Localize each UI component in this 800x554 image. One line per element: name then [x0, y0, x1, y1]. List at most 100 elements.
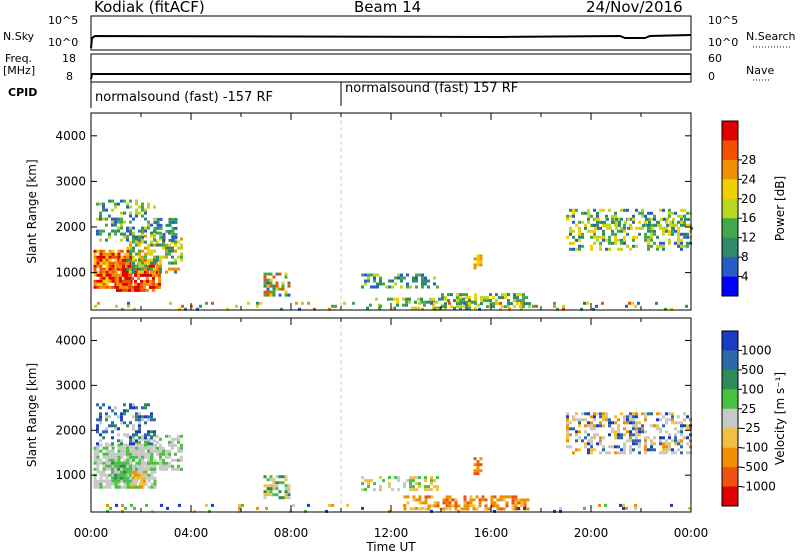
colorbar-segment	[722, 276, 738, 297]
data-cell	[671, 448, 674, 452]
data-cell	[266, 487, 270, 491]
data-cell	[430, 509, 433, 513]
colorbar-label: Power [dB]	[773, 176, 787, 241]
data-cell	[129, 226, 132, 230]
data-cell	[141, 202, 144, 206]
data-cell	[683, 412, 686, 416]
data-cell	[150, 442, 153, 446]
data-cell	[628, 301, 631, 305]
data-cell	[608, 247, 611, 251]
data-cell	[168, 238, 172, 242]
data-cell	[153, 255, 156, 259]
data-cell	[608, 418, 611, 422]
data-cell	[653, 232, 656, 236]
data-cell	[287, 484, 291, 488]
data-cell	[599, 421, 602, 425]
data-cell	[432, 297, 435, 301]
data-cell	[166, 506, 169, 510]
data-cell	[626, 208, 629, 212]
data-cell	[131, 285, 134, 289]
data-cell	[647, 211, 650, 215]
data-cell	[134, 270, 137, 274]
data-cell	[591, 223, 594, 227]
data-cell	[459, 296, 462, 300]
data-cell	[680, 424, 683, 428]
data-cell	[114, 252, 118, 256]
data-cell	[472, 504, 476, 508]
data-cell	[132, 433, 135, 437]
data-cell	[659, 430, 662, 434]
data-cell	[352, 301, 355, 305]
data-cell	[116, 273, 119, 277]
data-cell	[680, 232, 683, 236]
data-cell	[475, 495, 479, 499]
data-cell	[581, 220, 584, 224]
data-cell	[168, 229, 172, 233]
data-cell	[165, 449, 168, 453]
data-cell	[609, 226, 612, 230]
colorbar-segment	[722, 218, 738, 239]
data-cell	[153, 249, 156, 253]
data-cell	[499, 307, 502, 311]
data-cell	[138, 464, 141, 468]
data-cell	[522, 302, 525, 306]
data-cell	[150, 243, 153, 247]
data-cell	[388, 482, 391, 486]
data-cell	[111, 467, 114, 471]
data-cell	[143, 279, 146, 283]
data-cell	[131, 482, 134, 486]
data-cell	[155, 267, 158, 271]
data-cell	[671, 229, 674, 233]
data-cell	[132, 442, 135, 446]
data-cell	[647, 229, 650, 233]
data-cell	[325, 509, 328, 513]
data-cell	[566, 424, 569, 428]
data-cell	[388, 285, 391, 289]
data-cell	[168, 440, 171, 444]
data-cell	[108, 458, 112, 462]
data-cell	[427, 279, 430, 283]
data-cell	[180, 255, 183, 259]
data-cell	[599, 451, 602, 455]
data-cell	[657, 220, 660, 224]
data-cell	[263, 496, 267, 500]
data-cell	[147, 473, 151, 477]
data-cell	[174, 249, 177, 253]
data-cell	[608, 451, 611, 455]
data-cell	[436, 285, 439, 289]
data-cell	[634, 503, 637, 507]
data-cell	[93, 485, 97, 489]
data-cell	[135, 464, 139, 468]
data-cell	[123, 485, 127, 489]
data-cell	[644, 451, 647, 455]
data-cell	[96, 217, 99, 221]
data-cell	[587, 439, 590, 443]
data-cell	[301, 301, 304, 305]
data-cell	[659, 436, 662, 440]
data-cell	[138, 240, 141, 244]
data-cell	[566, 214, 569, 218]
data-cell	[665, 442, 668, 446]
data-cell	[120, 452, 124, 456]
data-cell	[415, 285, 418, 289]
data-cell	[93, 446, 97, 450]
data-cell	[153, 449, 157, 453]
data-cell	[120, 476, 123, 480]
data-cell	[459, 299, 462, 303]
data-cell	[409, 488, 412, 492]
noise-strip-frame	[90, 15, 692, 51]
data-cell	[159, 455, 162, 459]
data-cell	[448, 507, 452, 511]
data-cell	[126, 249, 130, 253]
data-cell	[105, 485, 109, 489]
data-cell	[168, 243, 171, 247]
x-tick-label: 00:00	[74, 526, 109, 540]
data-cell	[367, 485, 370, 489]
colorbar-frame	[721, 330, 739, 507]
data-cell	[436, 488, 439, 492]
data-cell	[608, 238, 611, 242]
data-cell	[436, 476, 439, 480]
data-cell	[683, 232, 686, 236]
data-cell	[479, 469, 483, 473]
data-cell	[623, 208, 626, 212]
